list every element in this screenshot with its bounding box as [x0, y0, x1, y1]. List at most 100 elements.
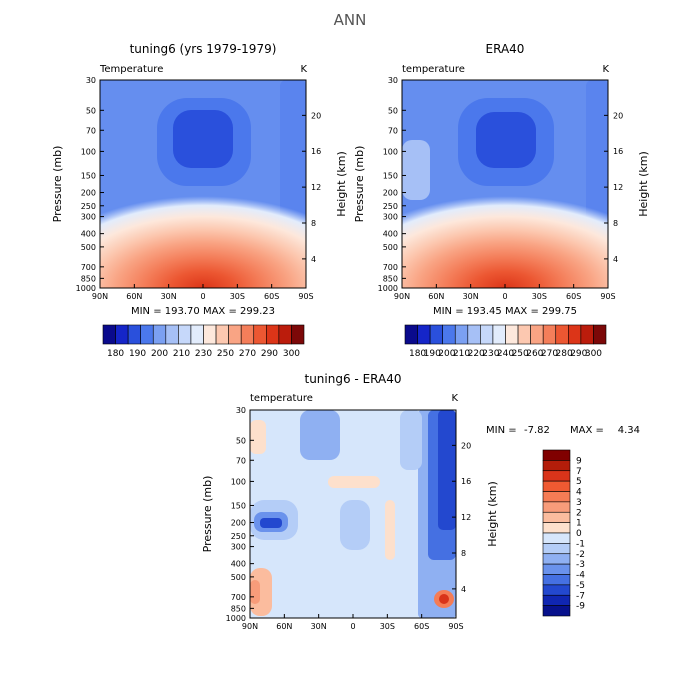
- colorbar-swatch: [291, 324, 305, 345]
- colorbar-label: -7: [576, 591, 585, 601]
- colorbar-swatch: [190, 324, 204, 345]
- y-tick-label: 70: [236, 456, 246, 465]
- x-tick-label: 90N: [242, 622, 258, 631]
- y-tick-label: 50: [86, 106, 96, 115]
- x-tick-label: 90S: [298, 292, 313, 301]
- x-tick-label: 30S: [380, 622, 395, 631]
- colorbar-label: 190: [424, 349, 441, 359]
- colorbar-label: 280: [556, 349, 573, 359]
- colorbar-label: -9: [576, 602, 585, 612]
- colorbar-swatch: [215, 324, 229, 345]
- panel-model-units: K: [300, 64, 307, 75]
- colorbar-label: -3: [576, 560, 585, 570]
- colorbar-swatch: [253, 324, 267, 345]
- panel-diff-max: 4.34: [618, 425, 640, 436]
- panel-model-x-ticks: 90N 60N 30N 0 30S 60S 90S: [92, 284, 314, 301]
- colorbar-swatch: [542, 532, 571, 544]
- colorbar-swatch: [542, 511, 571, 523]
- y-tick-label: 30: [388, 76, 398, 85]
- panel-obs-ylabel-right: Height (km): [637, 151, 650, 217]
- panel-model-warm-region: [100, 180, 306, 288]
- colorbar-label: -5: [576, 581, 585, 591]
- y-tick-label: 1000: [226, 614, 246, 623]
- y-tick-label: 700: [383, 263, 398, 272]
- colorbar-swatch: [530, 324, 544, 345]
- y-tick-label: 50: [236, 436, 246, 445]
- colorbar-label: 180: [409, 349, 426, 359]
- y-right-tick-label: 4: [613, 255, 618, 264]
- panel-model-plot-area: [99, 79, 307, 289]
- x-tick-label: 0: [200, 292, 205, 301]
- colorbar-label: 240: [497, 349, 514, 359]
- colorbar-swatch: [542, 480, 571, 492]
- x-tick-label: 60S: [264, 292, 279, 301]
- colorbar-swatch: [165, 324, 179, 345]
- x-tick-label: 0: [502, 292, 507, 301]
- y-tick-label: 250: [231, 532, 246, 541]
- colorbar-swatch: [555, 324, 569, 345]
- panel-obs-x-ticks: 90N 60N 30N 0 30S 60S 90S: [394, 284, 616, 301]
- panel-obs-variable: temperature: [402, 64, 465, 75]
- colorbar-swatch: [542, 470, 571, 482]
- colorbar-swatch: [542, 501, 571, 513]
- panel-obs-warm-region: [402, 180, 608, 288]
- x-tick-label: 60N: [276, 622, 292, 631]
- panel-obs-plot-area: [401, 79, 609, 289]
- panel-obs-title: ERA40: [486, 42, 525, 56]
- colorbar-swatch: [417, 324, 431, 345]
- panel-model-ylabel: Pressure (mb): [51, 146, 64, 223]
- colorbar-label: -4: [576, 571, 585, 581]
- colorbar-swatch: [203, 324, 217, 345]
- colorbar-label: 260: [526, 349, 543, 359]
- colorbar-swatch: [467, 324, 481, 345]
- panel-model-title: tuning6 (yrs 1979-1979): [130, 42, 277, 56]
- y-tick-label: 400: [81, 230, 96, 239]
- colorbar-label: 5: [576, 477, 582, 487]
- colorbar-swatch: [542, 460, 571, 472]
- y-tick-label: 70: [86, 126, 96, 135]
- colorbar-label: 300: [585, 349, 602, 359]
- colorbar-label: 230: [195, 349, 212, 359]
- x-tick-label: 60N: [126, 292, 142, 301]
- x-tick-label: 60S: [414, 622, 429, 631]
- colorbar-swatch: [480, 324, 494, 345]
- colorbar-swatch: [152, 324, 167, 345]
- x-tick-label: 90S: [448, 622, 463, 631]
- panel-diff-plot-area: [249, 409, 457, 619]
- y-tick-label: 200: [231, 519, 246, 528]
- y-tick-label: 100: [383, 147, 398, 156]
- y-right-tick-label: 20: [613, 111, 623, 120]
- y-tick-label: 500: [383, 243, 398, 252]
- x-tick-label: 30S: [532, 292, 547, 301]
- y-tick-label: 850: [383, 274, 398, 283]
- colorbar-swatch: [542, 563, 571, 575]
- y-tick-label: 150: [383, 171, 398, 180]
- colorbar-swatch: [278, 324, 292, 345]
- colorbar-swatch: [542, 543, 571, 555]
- colorbar-label: 210: [173, 349, 190, 359]
- x-tick-label: 30S: [230, 292, 245, 301]
- colorbar-label: 190: [129, 349, 146, 359]
- y-tick-label: 200: [383, 189, 398, 198]
- x-tick-label: 60N: [428, 292, 444, 301]
- x-tick-label: 0: [350, 622, 355, 631]
- colorbar-label: 290: [261, 349, 278, 359]
- panel-model-ylabel-right: Height (km): [335, 151, 348, 217]
- x-tick-label: 90N: [92, 292, 108, 301]
- y-right-tick-label: 16: [311, 147, 321, 156]
- panel-model-variable: Temperature: [99, 64, 163, 75]
- colorbar-swatch: [442, 324, 456, 345]
- colorbar-swatch: [580, 324, 594, 345]
- y-right-tick-label: 4: [461, 585, 466, 594]
- colorbar-swatch: [505, 324, 519, 345]
- colorbar-label: 270: [239, 349, 256, 359]
- panel-diff-y-ticks-right: 20 16 12 8 4: [452, 441, 471, 594]
- colorbar-label: 220: [468, 349, 485, 359]
- y-right-tick-label: 12: [613, 183, 623, 192]
- y-right-tick-label: 16: [613, 147, 623, 156]
- y-tick-label: 250: [81, 202, 96, 211]
- y-tick-label: 300: [81, 213, 96, 222]
